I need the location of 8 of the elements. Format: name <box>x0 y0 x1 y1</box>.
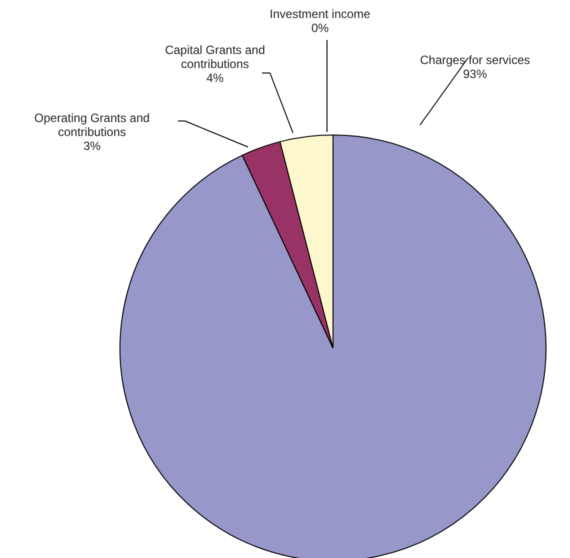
slice-label: Capital Grants and contributions <box>164 43 266 71</box>
data-label: 93% <box>462 67 488 81</box>
legend-label: Operating Grants and contributions <box>34 111 150 139</box>
category-label: Investment income <box>270 7 370 21</box>
text: 0% <box>311 21 329 35</box>
slice-label: Charges for services <box>420 53 530 67</box>
data-label: 4% <box>206 71 224 85</box>
data-label: 3% <box>83 139 101 153</box>
